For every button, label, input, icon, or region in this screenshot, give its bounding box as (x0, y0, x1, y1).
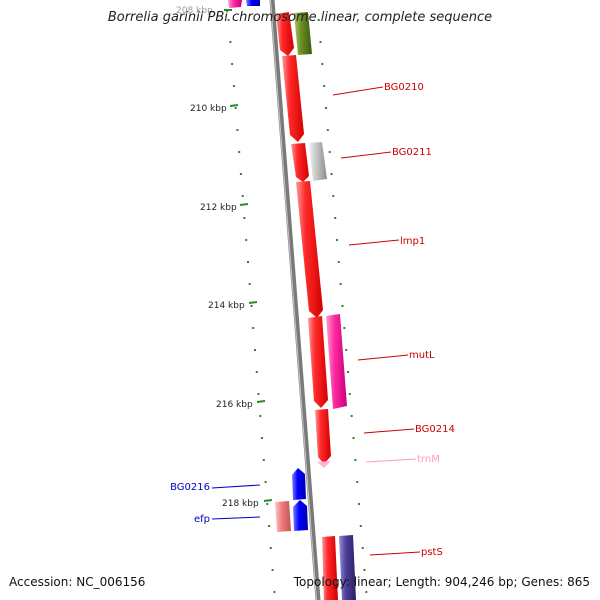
ruler-mark-214 (248, 301, 258, 304)
ruler-mark-210 (229, 104, 239, 107)
second-lane-features (228, 0, 356, 600)
cds-arrow-bg0216[interactable] (292, 468, 306, 500)
cds-arrow-bg0214[interactable] (315, 409, 331, 464)
feature-pink-top[interactable] (228, 0, 242, 8)
ruler-mark-218 (263, 499, 273, 502)
gene-label-mutl[interactable]: mutL (409, 350, 435, 361)
ruler-label-218: 218 kbp (222, 499, 259, 509)
feature-grey-bg0211[interactable] (309, 142, 327, 181)
gene-label-lmp1[interactable]: lmp1 (400, 236, 425, 247)
forward-strand-features (276, 12, 338, 600)
trna-arrow-trnm[interactable] (317, 461, 331, 468)
gene-label-bg0216[interactable]: BG0216 (170, 482, 210, 493)
gene-label-efp[interactable]: efp (194, 514, 210, 525)
feature-pink-mutl[interactable] (326, 314, 347, 409)
ruler-ticks-right (317, 19, 368, 593)
ruler-mark-212 (239, 203, 249, 206)
ruler-label-212: 212 kbp (200, 203, 237, 213)
ruler-mark-216 (256, 400, 266, 403)
gene-label-bg0210[interactable]: BG0210 (384, 82, 424, 93)
cds-arrow-top[interactable] (276, 12, 294, 56)
callout-line-mutl (357, 354, 409, 361)
accession-label: Accession: NC_006156 (9, 575, 146, 589)
gene-label-bg0211[interactable]: BG0211 (392, 147, 432, 158)
callout-line-bg0214 (363, 428, 415, 434)
ruler-label-210: 210 kbp (190, 104, 227, 114)
callout-line-efp (211, 516, 261, 520)
cds-arrow-mutl[interactable] (308, 316, 328, 408)
callout-line-bg0216 (211, 484, 261, 489)
gene-label-bg0214[interactable]: BG0214 (415, 424, 455, 435)
ruler-major-marks (224, 9, 273, 502)
cds-arrow-lmp1[interactable] (296, 181, 323, 318)
sequence-summary: Topology: linear; Length: 904,246 bp; Ge… (293, 575, 590, 589)
map-title: Borrelia garinii PBi chromosome linear, … (107, 10, 493, 25)
callout-line-bg0211 (340, 151, 392, 159)
cds-arrow-bg0210[interactable] (282, 55, 304, 142)
cds-arrow-efp[interactable] (293, 500, 308, 531)
cds-arrow-bg0211[interactable] (291, 143, 309, 182)
cds-arrow-psts[interactable] (322, 536, 338, 600)
callout-line-bg0210 (332, 86, 384, 96)
gene-label-trnm[interactable]: trnM (417, 454, 440, 465)
callout-line-trnm (365, 458, 417, 463)
feature-salmon-efp[interactable] (275, 501, 291, 532)
ruler-label-214: 214 kbp (208, 301, 245, 311)
feature-blue-top[interactable] (246, 0, 260, 6)
feature-olive[interactable] (294, 12, 312, 55)
ruler-label-216: 216 kbp (216, 400, 253, 410)
callout-line-lmp1 (348, 239, 400, 246)
chromosome-backbone-highlight (270, 0, 317, 600)
reverse-strand-features (275, 468, 308, 532)
feature-purple-psts[interactable] (339, 535, 356, 600)
callout-line-psts (369, 551, 421, 556)
ruler-ticks-left (227, 19, 276, 593)
ruler-label-208: 208 kbp (176, 6, 213, 16)
gene-label-psts[interactable]: pstS (421, 547, 443, 558)
chromosome-backbone (269, 0, 321, 600)
